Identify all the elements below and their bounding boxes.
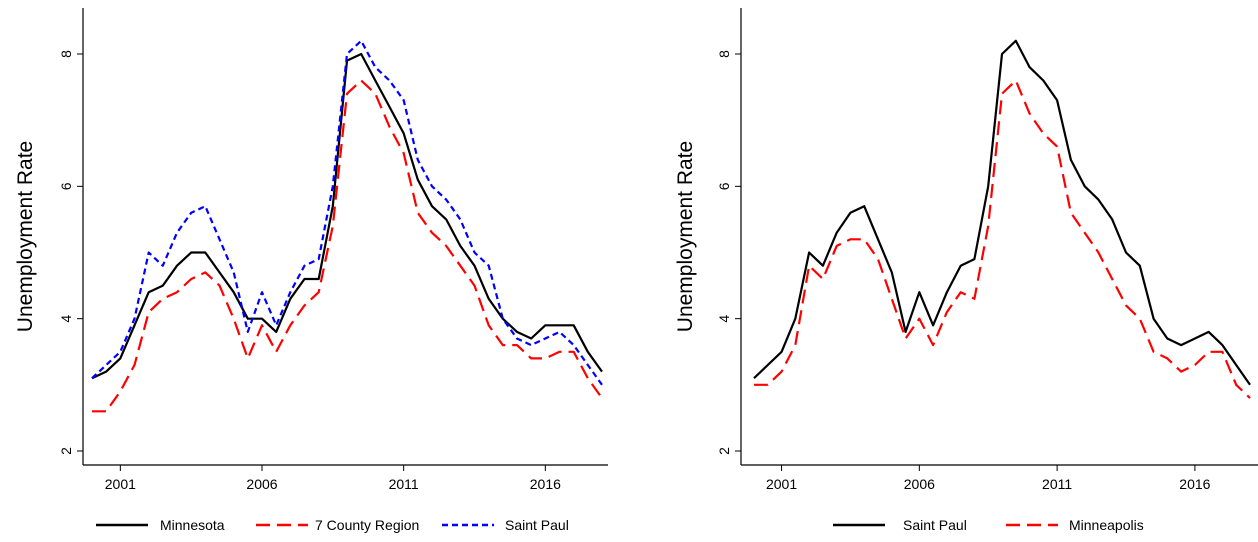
legend-label: Minneapolis bbox=[1069, 517, 1144, 533]
legend-label: Minnesota bbox=[160, 517, 225, 533]
x-tick-label: 2006 bbox=[246, 476, 277, 492]
legend-label: 7 County Region bbox=[315, 517, 419, 533]
series-line-minneapolis bbox=[754, 79, 1251, 399]
x-tick-label: 2016 bbox=[530, 476, 561, 492]
y-tick-label: 8 bbox=[58, 50, 74, 58]
y-tick-label: 4 bbox=[58, 315, 74, 323]
x-tick-label: 2016 bbox=[1179, 476, 1210, 492]
x-tick-label: 2011 bbox=[1042, 476, 1072, 492]
y-tick-label: 2 bbox=[58, 447, 74, 455]
x-tick-label: 2001 bbox=[766, 476, 797, 492]
y-axis-title: Unemployment Rate bbox=[14, 141, 37, 332]
x-tick-label: 2006 bbox=[904, 476, 935, 492]
x-tick-label: 2001 bbox=[105, 476, 136, 492]
y-tick-label: 2 bbox=[716, 447, 732, 455]
chart-panel-left: 2 4 6 8 2001 2006 2011 2016 Unemployment Rate Min… bbox=[14, 8, 608, 533]
series-line-saint-paul bbox=[91, 39, 603, 386]
legend-label: Saint Paul bbox=[903, 517, 967, 533]
series-line-saint-paul bbox=[753, 39, 1251, 386]
y-axis-title: Unemployment Rate bbox=[674, 141, 697, 332]
chart-panel-right: 2 4 6 8 2001 2006 2011 2016 Unemployment Rate Sai… bbox=[674, 8, 1258, 533]
legend-label: Saint Paul bbox=[505, 517, 569, 533]
y-tick-label: 6 bbox=[58, 182, 74, 190]
x-tick-label: 2011 bbox=[389, 476, 419, 492]
series-line-7-county-region bbox=[92, 79, 603, 413]
y-tick-label: 8 bbox=[716, 50, 732, 58]
y-tick-label: 4 bbox=[716, 315, 732, 323]
y-tick-label: 6 bbox=[716, 182, 732, 190]
